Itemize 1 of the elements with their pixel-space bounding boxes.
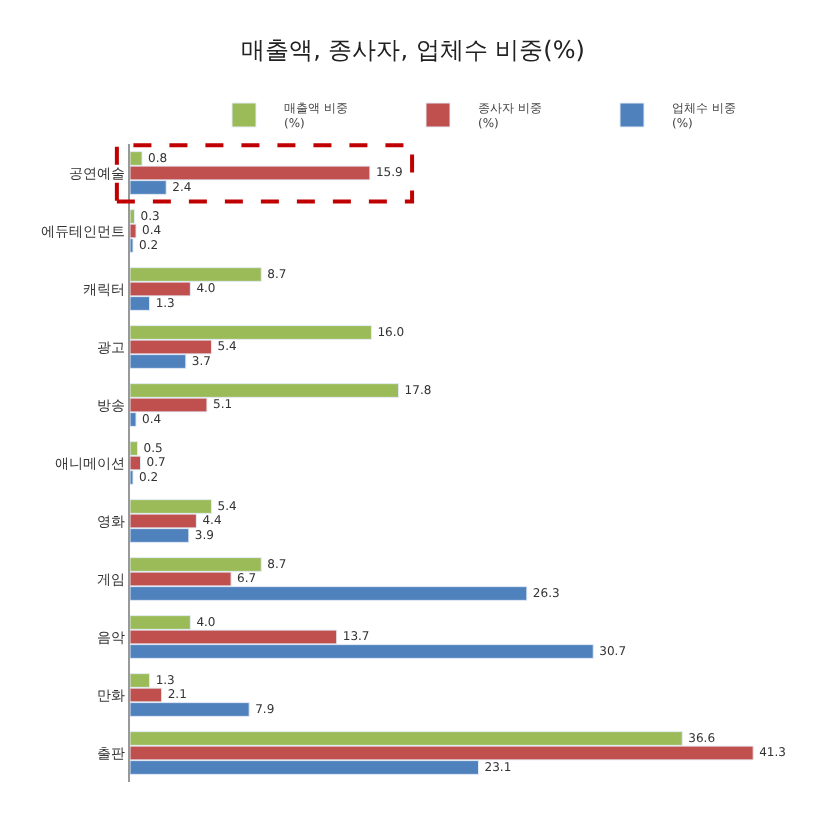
chart-title: 매출액, 종사자, 업체수 비중(%) <box>241 35 585 64</box>
